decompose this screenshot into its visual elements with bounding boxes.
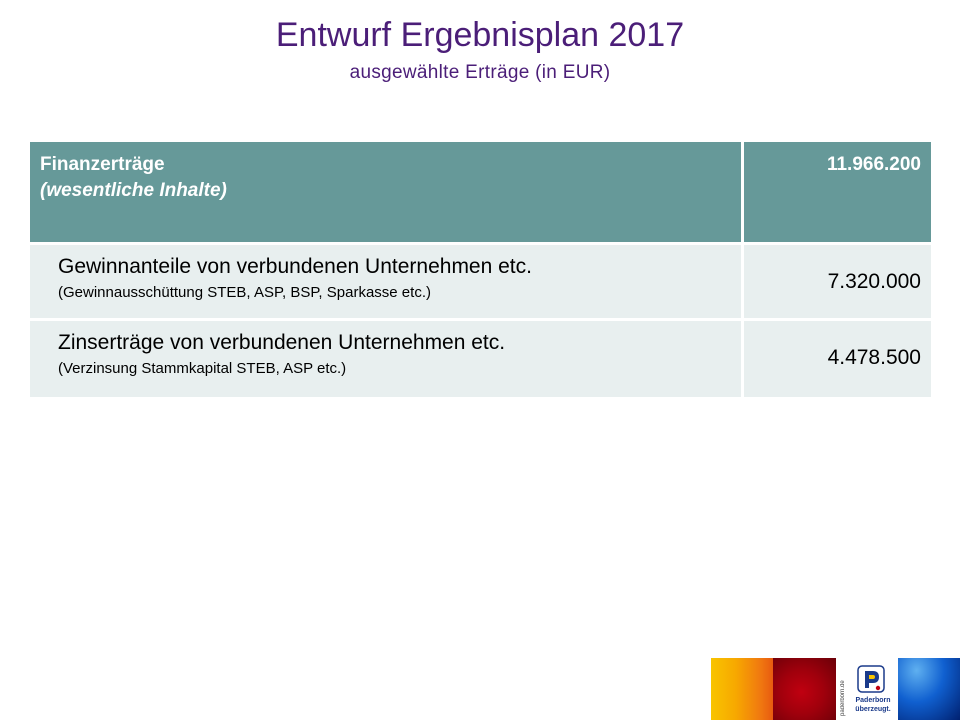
header-value: 11.966.200 [826,154,921,175]
row-note: (Gewinnausschüttung STEB, ASP, BSP, Spar… [58,284,431,301]
paderborn-logo: paderborn.de Paderborn überzeugt. [836,658,898,720]
row-label-cell: Zinserträge von verbundenen Unternehmen … [30,321,744,397]
header-value-cell: 11.966.200 [744,142,931,242]
row-note: (Verzinsung Stammkapital STEB, ASP etc.) [58,360,347,377]
table-row: Zinserträge von verbundenen Unternehmen … [30,321,931,397]
logo-vertical-text: paderborn.de [840,680,846,716]
paderborn-p-logo-icon [857,665,885,693]
brand-tile-red [773,658,836,720]
row-label-cell: Gewinnanteile von verbundenen Unternehme… [30,245,744,318]
table-header-row: Finanzerträge (wesentliche Inhalte) 11.9… [30,142,931,245]
table-row: Gewinnanteile von verbundenen Unternehme… [30,245,931,321]
row-value: 4.478.500 [827,346,921,369]
slide-title: Entwurf Ergebnisplan 2017 [275,16,685,54]
header-label-cell: Finanzerträge (wesentliche Inhalte) [30,142,744,242]
logo-caption-line2: überzeugt. [855,706,891,713]
revenue-table: Finanzerträge (wesentliche Inhalte) 11.9… [30,142,931,397]
logo-caption-line1: Paderborn [855,697,891,704]
header-sublabel: (wesentliche Inhalte) [40,180,227,201]
logo-caption: Paderborn überzeugt. [850,696,896,714]
brand-tile-yellow [711,658,773,720]
row-label: Zinserträge von verbundenen Unternehmen … [58,331,506,354]
row-label: Gewinnanteile von verbundenen Unternehme… [58,255,532,278]
header-label: Finanzerträge [40,154,165,175]
slide-subtitle: ausgewählte Erträge (in EUR) [349,62,611,83]
brand-tile-blue [898,658,960,720]
row-value: 7.320.000 [827,270,921,293]
